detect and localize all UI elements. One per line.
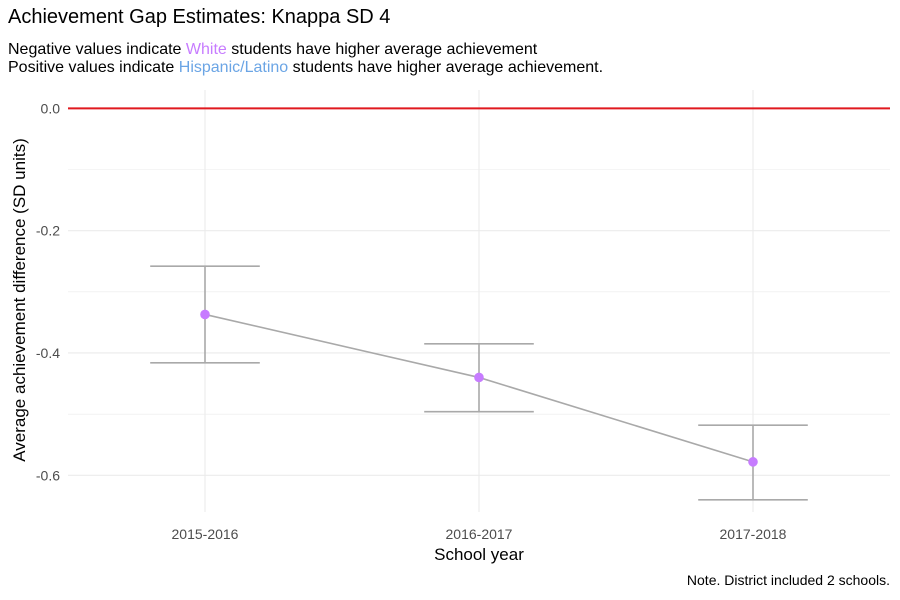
- subtitle-1-suffix: students have higher average achievement: [226, 41, 538, 58]
- subtitle-2-prefix: Positive values indicate: [8, 59, 179, 76]
- tick-labels: 0.0 -0.2 -0.4 -0.6 2015-2016 2016-2017 2017-20…: [36, 100, 787, 542]
- data-layer: [150, 265, 808, 501]
- subtitle-hispanic-highlight: Hispanic/Latino: [178, 59, 289, 76]
- x-axis-title: School year: [434, 545, 524, 564]
- y-tick-label: -0.6: [36, 467, 60, 483]
- subtitle-2-suffix: students have higher average achievement…: [288, 59, 604, 76]
- y-tick-label: 0.0: [41, 100, 61, 116]
- subtitle-white-highlight: White: [185, 41, 227, 58]
- data-point: [474, 372, 484, 383]
- y-tick-label: -0.4: [36, 345, 60, 361]
- chart-subtitle-line-1: Negative values indicate White students …: [8, 41, 537, 59]
- chart-subtitle-line-2: Positive values indicate Hispanic/Latino…: [8, 59, 603, 77]
- y-tick-label: -0.2: [36, 223, 60, 239]
- data-point: [200, 309, 210, 320]
- data-point: [748, 457, 758, 467]
- x-tick-label: 2016-2017: [446, 526, 513, 542]
- chart-caption: Note. District included 2 schools.: [686, 572, 890, 588]
- subtitle-1-prefix: Negative values indicate: [8, 41, 186, 58]
- grid-lines: [68, 90, 890, 512]
- y-axis-title: Average achievement difference (SD units…: [10, 138, 29, 462]
- chart-title: Achievement Gap Estimates: Knappa SD 4: [8, 6, 391, 28]
- x-tick-label: 2017-2018: [720, 526, 787, 542]
- x-tick-label: 2015-2016: [172, 526, 239, 542]
